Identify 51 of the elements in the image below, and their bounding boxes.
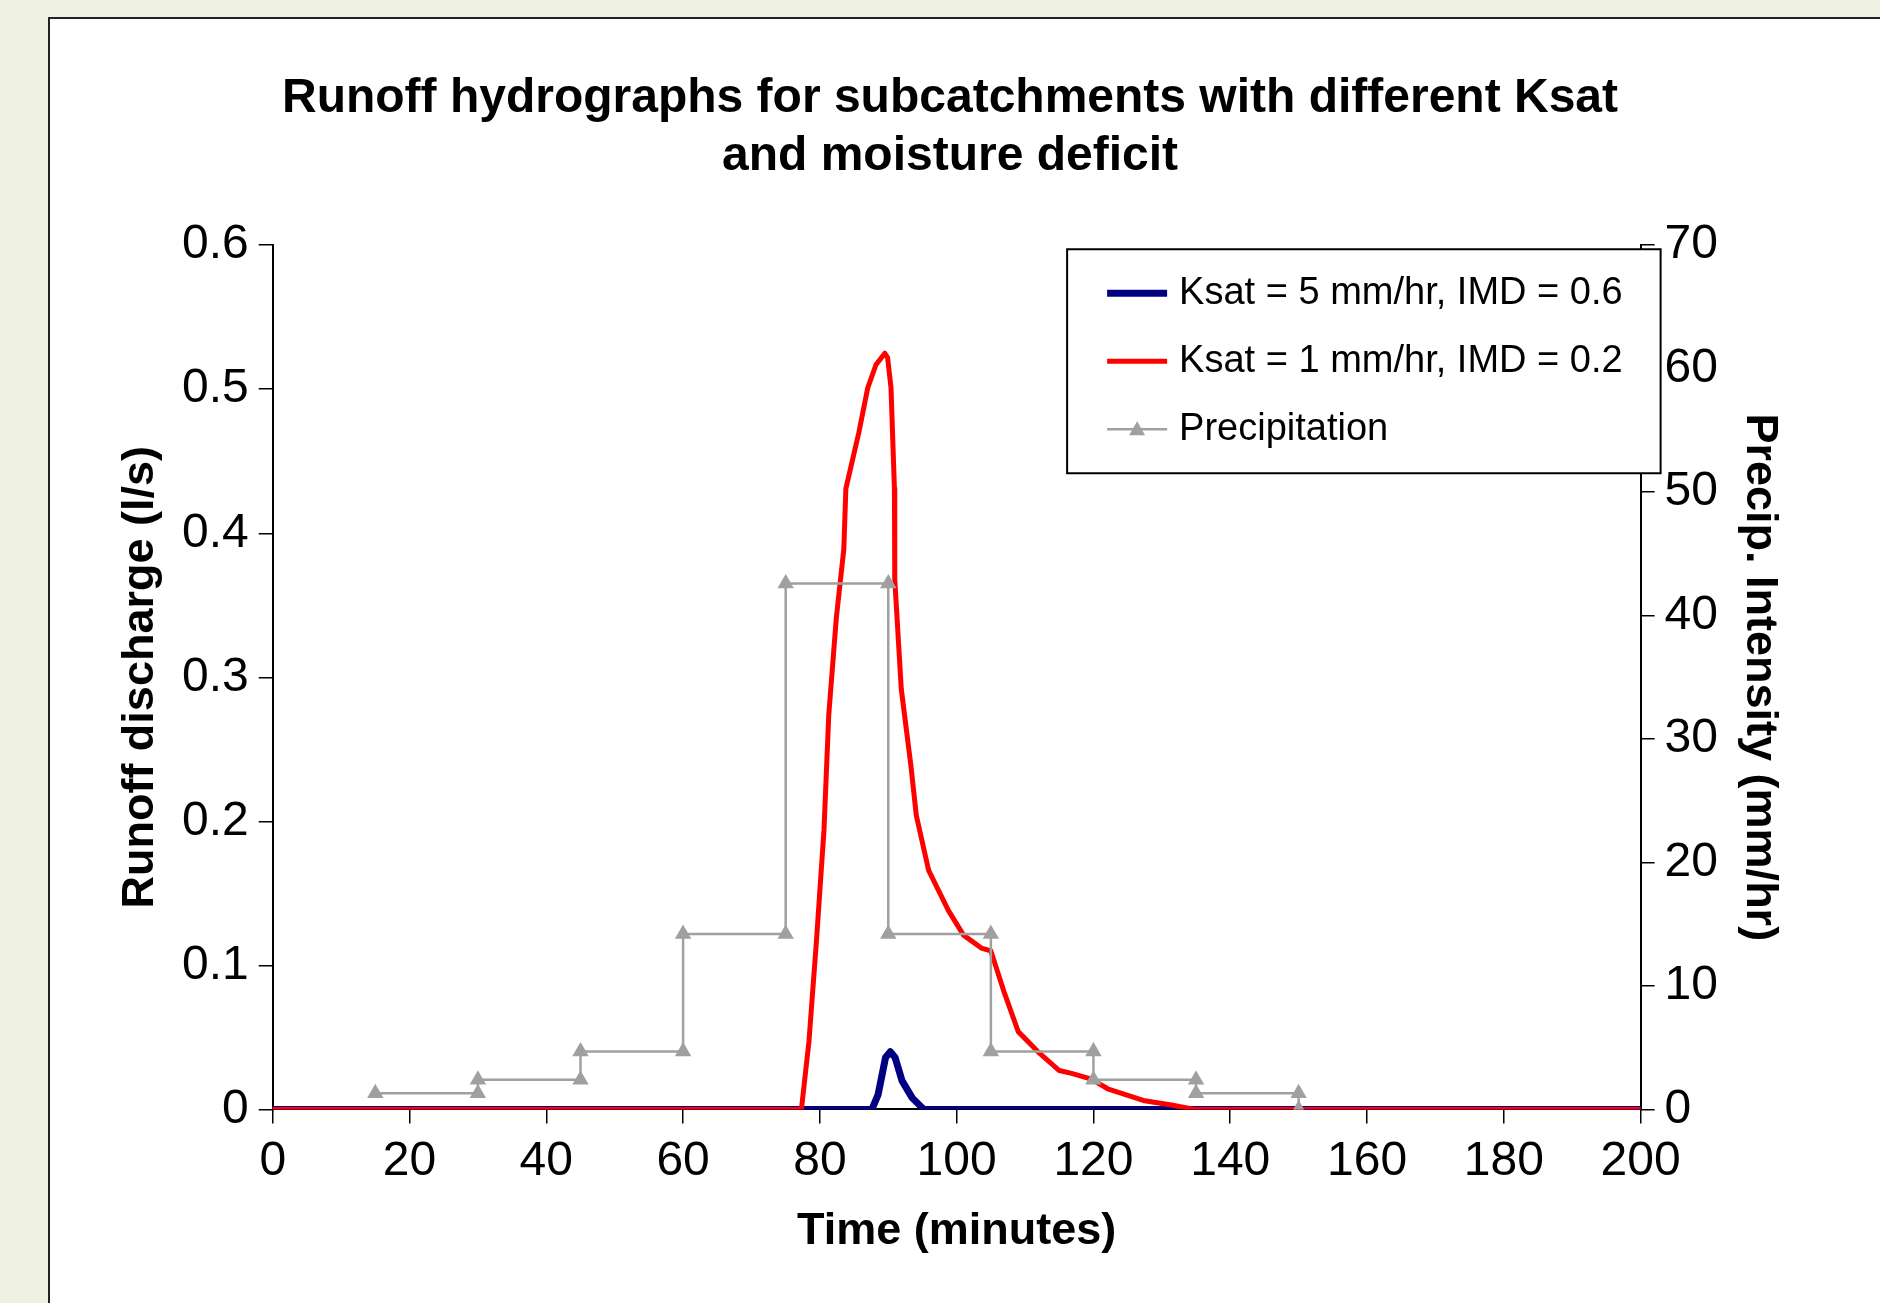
y-tick-label: 0.2 bbox=[181, 791, 249, 845]
chart-title: Runoff hydrographs for subcatchments with different Ksat and moisture deficit bbox=[281, 69, 1619, 180]
point bbox=[470, 1085, 486, 1099]
y-tick-label: 0.3 bbox=[181, 647, 249, 701]
x-tick-label: 40 bbox=[519, 1132, 573, 1186]
point bbox=[675, 925, 691, 939]
point bbox=[1086, 1043, 1101, 1057]
x-axis-title: Time (minutes) bbox=[797, 1203, 1117, 1255]
x-tick-label: 60 bbox=[656, 1132, 710, 1186]
point bbox=[778, 925, 793, 939]
point bbox=[1188, 1085, 1204, 1099]
point bbox=[880, 925, 896, 939]
y2-tick-label: 40 bbox=[1664, 585, 1718, 639]
x-tick-label: 200 bbox=[1600, 1132, 1681, 1186]
y2-tick-label: 0 bbox=[1664, 1079, 1692, 1133]
x-tick-label: 20 bbox=[382, 1132, 437, 1186]
y2-tick-label: 20 bbox=[1664, 832, 1718, 886]
y-tick-label: 0.4 bbox=[181, 503, 249, 557]
point bbox=[573, 1071, 588, 1085]
point bbox=[1086, 1071, 1101, 1085]
y2-tick-label: 60 bbox=[1664, 338, 1718, 392]
x-tick-label: 100 bbox=[916, 1132, 997, 1186]
y2-axis-title: Precip. Intensity (mm/hr) bbox=[1736, 413, 1788, 942]
x-tick-label: 180 bbox=[1463, 1132, 1544, 1186]
point bbox=[778, 575, 793, 589]
x-tick-label: 0 bbox=[259, 1132, 287, 1186]
point bbox=[573, 1043, 588, 1057]
point bbox=[880, 575, 896, 589]
point bbox=[368, 1085, 383, 1099]
point bbox=[983, 925, 999, 939]
point bbox=[983, 1043, 999, 1057]
y2-tick-label: 70 bbox=[1664, 215, 1718, 269]
point bbox=[675, 1043, 691, 1057]
x-tick-label: 120 bbox=[1053, 1132, 1134, 1186]
y-tick-label: 0.5 bbox=[181, 359, 249, 413]
y-tick-label: 0.6 bbox=[181, 215, 249, 269]
y-axis-title: Runoff discharge (l/s) bbox=[112, 446, 164, 909]
y2-tick-label: 10 bbox=[1664, 956, 1718, 1010]
x-tick-label: 160 bbox=[1326, 1132, 1408, 1186]
y2-tick-label: 30 bbox=[1664, 709, 1718, 763]
legend-label: Ksat = 5 mm/hr, IMD = 0.6 bbox=[1179, 269, 1623, 312]
x-tick-label: 140 bbox=[1190, 1132, 1271, 1186]
point bbox=[1291, 1085, 1306, 1099]
point bbox=[1188, 1071, 1204, 1085]
legend-label: Precipitation bbox=[1179, 405, 1389, 448]
x-tick-label: 80 bbox=[793, 1132, 847, 1186]
y-tick-label: 0.1 bbox=[181, 935, 249, 989]
point bbox=[470, 1071, 486, 1085]
y-tick-label: 0 bbox=[222, 1079, 249, 1133]
y2-tick-label: 50 bbox=[1664, 462, 1718, 516]
legend-label: Ksat = 1 mm/hr, IMD = 0.2 bbox=[1179, 337, 1623, 380]
